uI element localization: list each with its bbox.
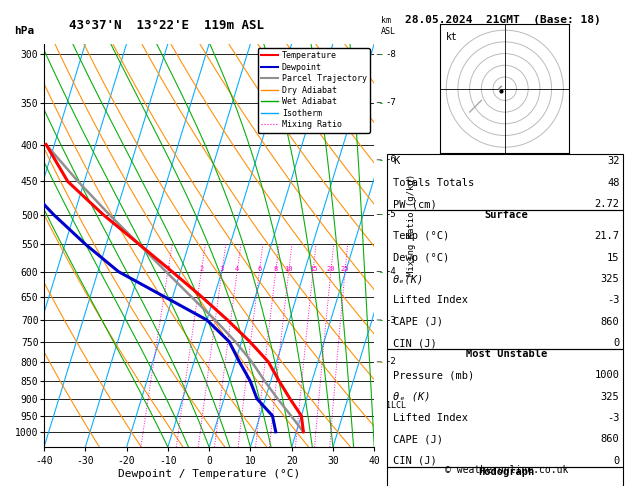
Text: 1LCL: 1LCL — [386, 401, 406, 410]
Text: Surface: Surface — [484, 210, 528, 220]
Text: Dewp (°C): Dewp (°C) — [393, 253, 449, 263]
Text: Totals Totals: Totals Totals — [393, 178, 474, 188]
Text: 10: 10 — [284, 266, 293, 272]
Text: 20: 20 — [326, 266, 335, 272]
Text: -3: -3 — [607, 413, 620, 423]
Text: 325: 325 — [601, 392, 620, 402]
Text: 860: 860 — [601, 434, 620, 445]
Text: 6: 6 — [257, 266, 262, 272]
Text: 25: 25 — [341, 266, 349, 272]
Text: -: - — [377, 357, 384, 367]
Text: CAPE (J): CAPE (J) — [393, 434, 443, 445]
Text: PW (cm): PW (cm) — [393, 199, 437, 209]
Text: -6: -6 — [386, 156, 396, 164]
Text: CIN (J): CIN (J) — [393, 338, 437, 348]
Text: -5: -5 — [386, 210, 396, 219]
Text: -4: -4 — [386, 267, 396, 276]
Text: 21.7: 21.7 — [594, 231, 620, 242]
Legend: Temperature, Dewpoint, Parcel Trajectory, Dry Adiabat, Wet Adiabat, Isotherm, Mi: Temperature, Dewpoint, Parcel Trajectory… — [258, 48, 370, 133]
Text: 8: 8 — [274, 266, 278, 272]
Text: -2: -2 — [386, 357, 396, 366]
Text: -: - — [377, 315, 384, 325]
Text: Temp (°C): Temp (°C) — [393, 231, 449, 242]
Text: km
ASL: km ASL — [381, 16, 396, 35]
Text: -: - — [377, 209, 384, 220]
Text: Hodograph: Hodograph — [478, 467, 535, 477]
Text: 1000: 1000 — [594, 370, 620, 381]
Text: 0: 0 — [613, 338, 620, 348]
Text: θₑ(K): θₑ(K) — [393, 274, 425, 284]
Text: 0: 0 — [613, 456, 620, 466]
Text: 48: 48 — [607, 178, 620, 188]
Text: © weatheronline.co.uk: © weatheronline.co.uk — [445, 465, 568, 475]
Text: Mixing Ratio (g/kg): Mixing Ratio (g/kg) — [408, 174, 416, 277]
Text: -: - — [377, 155, 384, 165]
Text: -3: -3 — [607, 295, 620, 306]
Text: 3: 3 — [220, 266, 224, 272]
Text: kt: kt — [446, 33, 458, 42]
Text: -: - — [377, 98, 384, 108]
Text: 32: 32 — [607, 156, 620, 167]
Text: 43°37'N  13°22'E  119m ASL: 43°37'N 13°22'E 119m ASL — [69, 19, 264, 33]
X-axis label: Dewpoint / Temperature (°C): Dewpoint / Temperature (°C) — [118, 469, 300, 479]
Text: 2.72: 2.72 — [594, 199, 620, 209]
Text: 28.05.2024  21GMT  (Base: 18): 28.05.2024 21GMT (Base: 18) — [405, 15, 601, 25]
Text: 325: 325 — [601, 274, 620, 284]
Text: -8: -8 — [386, 50, 396, 59]
Text: -: - — [377, 267, 384, 277]
Text: 15: 15 — [607, 253, 620, 263]
Text: CAPE (J): CAPE (J) — [393, 317, 443, 327]
Text: -7: -7 — [386, 98, 396, 107]
Text: Most Unstable: Most Unstable — [465, 349, 547, 359]
Text: -: - — [377, 50, 384, 59]
Text: K: K — [393, 156, 399, 167]
Text: 15: 15 — [309, 266, 317, 272]
Text: Lifted Index: Lifted Index — [393, 413, 468, 423]
Text: 4: 4 — [235, 266, 239, 272]
Text: 2: 2 — [199, 266, 203, 272]
Text: Lifted Index: Lifted Index — [393, 295, 468, 306]
Text: 1: 1 — [165, 266, 170, 272]
Text: Pressure (mb): Pressure (mb) — [393, 370, 474, 381]
Text: -3: -3 — [386, 315, 396, 325]
Text: θₑ (K): θₑ (K) — [393, 392, 431, 402]
Text: CIN (J): CIN (J) — [393, 456, 437, 466]
Text: 860: 860 — [601, 317, 620, 327]
Text: hPa: hPa — [14, 26, 35, 35]
